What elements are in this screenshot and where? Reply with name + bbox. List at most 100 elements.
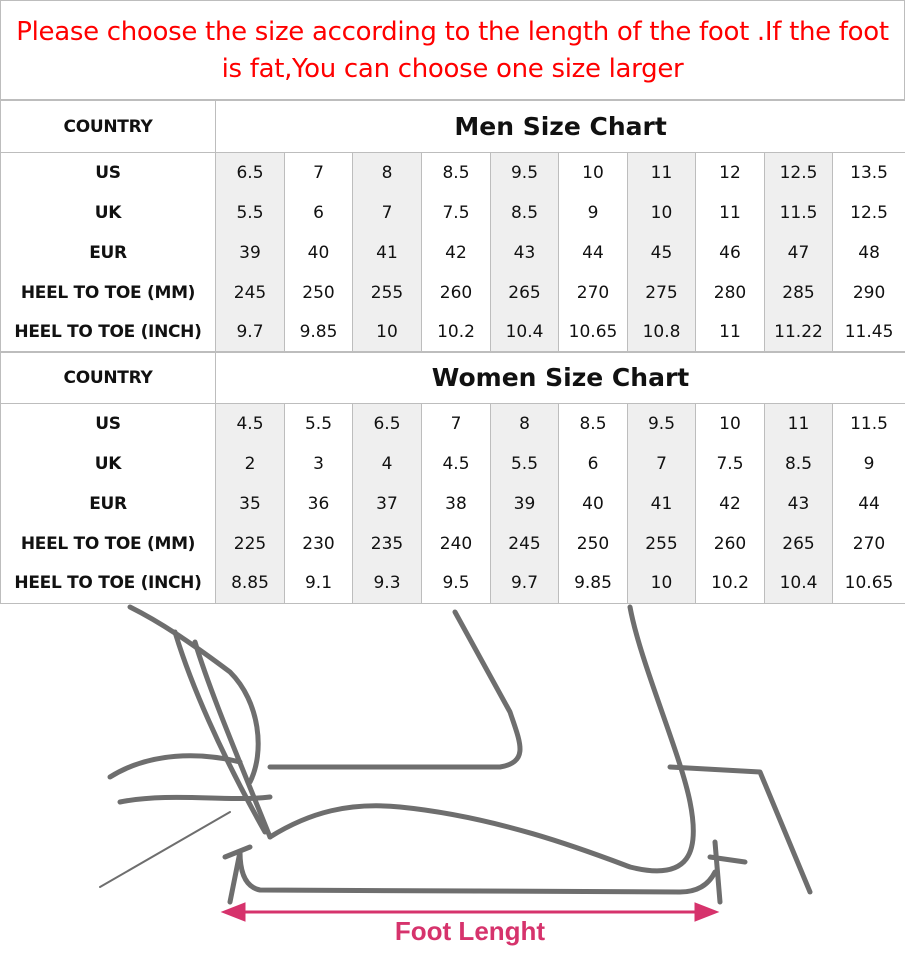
size-cell: 4.5 (215, 403, 285, 444)
size-cell: 43 (490, 232, 559, 273)
table-row: UK 2 3 4 4.5 5.5 6 7 7.5 8.5 9 (0, 443, 905, 484)
size-cell: 13.5 (831, 152, 905, 193)
size-cell: 10.2 (421, 312, 491, 353)
notice-line-2: is fat,You can choose one size larger (221, 54, 684, 84)
size-cell: 12.5 (764, 152, 833, 193)
size-cell: 9.5 (421, 563, 491, 604)
size-cell: 245 (215, 272, 285, 313)
size-cell: 10.65 (558, 312, 628, 353)
size-cell: 10.65 (831, 563, 905, 604)
size-cell: 270 (558, 272, 628, 313)
size-cell: 47 (764, 232, 833, 273)
row-label: US (0, 403, 216, 444)
size-cell: 6 (284, 192, 353, 233)
table-row: US 6.5 7 8 8.5 9.5 10 11 12 12.5 13.5 (0, 152, 905, 193)
size-cell: 42 (421, 232, 491, 273)
row-label: EUR (0, 483, 216, 524)
size-notice: Please choose the size according to the … (0, 0, 905, 100)
size-cell: 5.5 (284, 403, 353, 444)
size-cell: 6.5 (352, 403, 422, 444)
size-cell: 8.5 (421, 152, 491, 193)
size-cell: 6 (558, 443, 628, 484)
size-cell: 270 (831, 523, 905, 564)
size-cell: 9.85 (284, 312, 353, 353)
size-cell: 7.5 (421, 192, 491, 233)
notice-line-1: Please choose the size according to the … (16, 17, 889, 47)
size-cell: 285 (764, 272, 833, 313)
row-label: EUR (0, 232, 216, 273)
size-cell: 9 (831, 443, 905, 484)
size-cell: 5.5 (215, 192, 285, 233)
table-row: HEEL TO TOE (MM) 225 230 235 240 245 250 255 260… (0, 523, 905, 564)
size-cell: 9.1 (284, 563, 353, 604)
size-cell: 225 (215, 523, 285, 564)
size-cell: 280 (695, 272, 765, 313)
chart-title: Men Size Chart (214, 100, 905, 153)
size-cell: 4 (352, 443, 422, 484)
country-header: COUNTRY (0, 351, 216, 404)
table-row: HEEL TO TOE (INCH) 8.85 9.1 9.3 9.5 9.7 9.85 10… (0, 563, 905, 604)
size-cell: 43 (764, 483, 833, 524)
size-cell: 260 (695, 523, 765, 564)
size-cell: 10 (627, 192, 696, 233)
row-label: UK (0, 443, 216, 484)
size-cell: 10 (695, 403, 765, 444)
foot-length-arrow (220, 902, 720, 922)
size-cell: 8 (352, 152, 422, 193)
size-cell: 10 (558, 152, 628, 193)
size-cell: 7.5 (695, 443, 765, 484)
size-cell: 11.45 (831, 312, 905, 353)
table-row: HEEL TO TOE (MM) 245 250 255 260 265 270 275 280… (0, 272, 905, 313)
country-header: COUNTRY (0, 100, 216, 153)
size-cell: 46 (695, 232, 765, 273)
size-cell: 48 (831, 232, 905, 273)
size-cell: 7 (421, 403, 491, 444)
size-cell: 8.85 (215, 563, 285, 604)
size-cell: 10 (352, 312, 422, 353)
size-cell: 9.3 (352, 563, 422, 604)
size-cell: 36 (284, 483, 353, 524)
size-cell: 11.22 (764, 312, 833, 353)
table-row: EUR 39 40 41 42 43 44 45 46 47 48 (0, 232, 905, 273)
size-cell: 39 (490, 483, 559, 524)
size-cell: 10.2 (695, 563, 765, 604)
size-cell: 6.5 (215, 152, 285, 193)
size-cell: 11.5 (831, 403, 905, 444)
size-cell: 235 (352, 523, 422, 564)
table-row: UK 5.5 6 7 7.5 8.5 9 10 11 11.5 12.5 (0, 192, 905, 233)
row-label: HEEL TO TOE (MM) (0, 523, 216, 564)
size-cell: 265 (490, 272, 559, 313)
size-cell: 265 (764, 523, 833, 564)
size-cell: 3 (284, 443, 353, 484)
size-cell: 9.7 (490, 563, 559, 604)
size-cell: 275 (627, 272, 696, 313)
size-cell: 11 (695, 312, 765, 353)
table-row: HEEL TO TOE (INCH) 9.7 9.85 10 10.2 10.4 10.65… (0, 312, 905, 353)
size-cell: 9.85 (558, 563, 628, 604)
foot-drawing (99, 604, 813, 905)
chart-title: Women Size Chart (214, 351, 905, 404)
size-cell: 245 (490, 523, 559, 564)
size-cell: 9.7 (215, 312, 285, 353)
row-label: HEEL TO TOE (INCH) (0, 563, 216, 604)
size-cell: 41 (352, 232, 422, 273)
size-cell: 7 (284, 152, 353, 193)
size-cell: 8.5 (490, 192, 559, 233)
size-cell: 11.5 (764, 192, 833, 233)
size-cell: 10.4 (490, 312, 559, 353)
size-cell: 8 (490, 403, 559, 444)
size-cell: 9.5 (490, 152, 559, 193)
size-cell: 8.5 (558, 403, 628, 444)
size-cell: 45 (627, 232, 696, 273)
size-cell: 10.4 (764, 563, 833, 604)
row-label: HEEL TO TOE (INCH) (0, 312, 216, 353)
size-cell: 8.5 (764, 443, 833, 484)
men-size-chart: COUNTRY Men Size Chart US 6.5 7 8 8.5 9.5 10 11 12… (0, 100, 905, 353)
size-cell: 250 (558, 523, 628, 564)
table-row: EUR 35 36 37 38 39 40 41 42 43 44 (0, 483, 905, 524)
size-cell: 44 (831, 483, 905, 524)
size-cell: 42 (695, 483, 765, 524)
size-cell: 11 (627, 152, 696, 193)
row-label: HEEL TO TOE (MM) (0, 272, 216, 313)
row-label: US (0, 152, 216, 193)
